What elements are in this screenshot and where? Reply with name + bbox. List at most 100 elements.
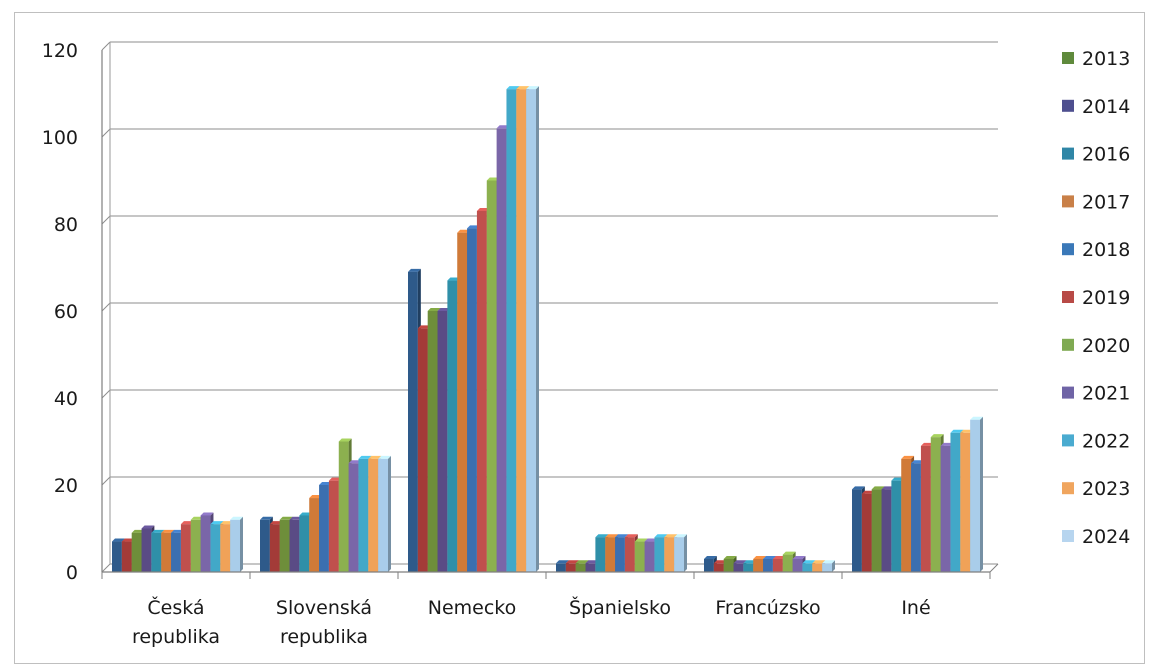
legend-swatch xyxy=(1062,52,1074,64)
bar-top xyxy=(506,86,520,90)
bar-top xyxy=(496,125,510,129)
bar xyxy=(141,528,152,572)
gridline-side xyxy=(101,389,111,399)
legend-swatch xyxy=(1062,338,1074,351)
legend-swatch xyxy=(1062,530,1074,542)
bar xyxy=(368,458,379,572)
legend-swatch xyxy=(1062,99,1074,112)
bar xyxy=(753,558,764,572)
bar-top xyxy=(733,560,747,564)
bar-top xyxy=(171,529,184,533)
bar xyxy=(220,524,231,572)
bar-top xyxy=(289,516,303,520)
bar xyxy=(289,519,300,572)
bar-top xyxy=(457,229,471,233)
x-category-label: Nemecko xyxy=(428,597,517,619)
bar xyxy=(121,541,132,572)
bar-top xyxy=(220,521,234,525)
bar-top xyxy=(624,534,638,538)
bar xyxy=(772,558,783,572)
bar xyxy=(556,563,566,572)
bar-top xyxy=(467,225,480,229)
bar-top xyxy=(131,529,145,533)
bar xyxy=(644,541,655,572)
bar xyxy=(891,480,902,572)
bar-top xyxy=(852,486,865,490)
bar xyxy=(348,463,359,572)
bar-top xyxy=(634,538,648,542)
bar xyxy=(260,519,270,572)
bar xyxy=(713,563,724,572)
legend-label: 2013 xyxy=(1082,48,1130,70)
bar-top xyxy=(970,416,983,420)
bar xyxy=(447,280,458,572)
bar-top xyxy=(644,538,658,542)
bar xyxy=(970,419,980,572)
bar xyxy=(723,558,734,572)
bar-top xyxy=(309,495,323,499)
bar-top xyxy=(575,560,589,564)
bar xyxy=(358,458,369,572)
y-tick-label: 60 xyxy=(54,301,78,323)
bar xyxy=(526,89,536,573)
bar-top xyxy=(743,560,757,564)
bar xyxy=(763,558,773,572)
bar xyxy=(704,558,714,572)
bar xyxy=(674,537,684,572)
bar xyxy=(782,554,793,572)
legend-swatch xyxy=(1062,386,1074,399)
bar-side xyxy=(832,560,835,572)
bar-top xyxy=(319,482,332,485)
bar xyxy=(279,519,290,572)
bar xyxy=(299,515,310,572)
y-tick-label: 80 xyxy=(54,214,78,236)
gridlines xyxy=(101,41,998,573)
bar xyxy=(852,489,862,572)
x-category-label: Španielsko xyxy=(569,595,671,619)
bar-top xyxy=(595,534,609,538)
bar-top xyxy=(940,442,954,446)
bar xyxy=(605,537,616,572)
bar xyxy=(496,128,507,573)
bar-top xyxy=(605,534,619,538)
bar-side xyxy=(684,534,687,572)
x-category-label: Iné xyxy=(901,597,930,619)
bar-top xyxy=(368,455,382,459)
y-tick-label: 20 xyxy=(54,475,78,497)
bar-top xyxy=(210,521,224,525)
y-tick-label: 120 xyxy=(42,40,78,62)
gridline-side xyxy=(101,128,111,138)
legend-label: 2021 xyxy=(1082,383,1130,405)
bar-top xyxy=(230,516,243,520)
bar-side xyxy=(240,516,243,572)
bar-top xyxy=(920,442,934,446)
legend: 2013 2014 2016 2017 2018 2019 2020 2021 2022 2023… xyxy=(1062,48,1130,548)
bar-top xyxy=(260,516,273,520)
bar xyxy=(664,537,675,572)
bar-top xyxy=(792,555,806,559)
legend-label: 2019 xyxy=(1082,287,1130,309)
bar-top xyxy=(930,434,944,438)
bar-top xyxy=(772,555,786,559)
bar xyxy=(269,524,280,572)
bar xyxy=(950,432,961,572)
bar xyxy=(417,328,428,572)
x-category-labels: Česká republika Slovenská republika Nemecko Š… xyxy=(132,595,931,648)
bar-top xyxy=(891,477,905,481)
bar xyxy=(457,232,468,572)
bar-top xyxy=(674,534,687,538)
bar-top xyxy=(151,529,165,533)
bar xyxy=(309,498,320,572)
bar-top xyxy=(328,477,342,481)
bar xyxy=(585,563,596,572)
bar xyxy=(802,563,813,572)
bar xyxy=(871,489,882,572)
bar xyxy=(565,563,576,572)
bar-top xyxy=(476,207,490,211)
bar xyxy=(476,210,487,572)
bar-top xyxy=(338,438,352,442)
bar xyxy=(151,532,162,572)
bar-top xyxy=(348,460,362,464)
bar-top xyxy=(763,555,776,559)
bar xyxy=(792,558,803,572)
